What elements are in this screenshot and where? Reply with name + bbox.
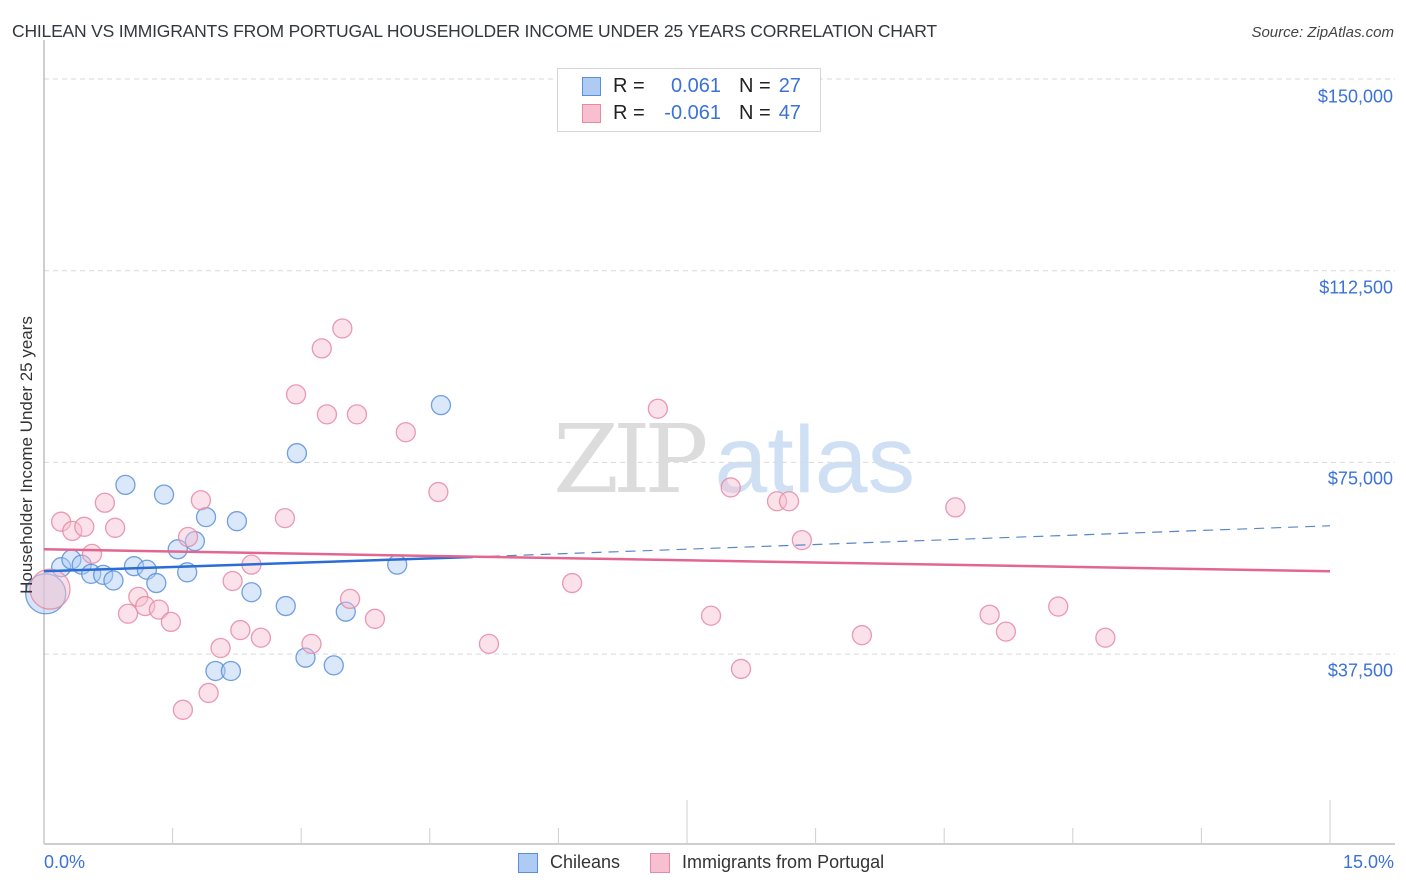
portugal-data-point: [766, 491, 788, 512]
legend-n-label: N =: [739, 101, 771, 124]
portugal-data-point: [117, 603, 139, 624]
portugal-data-point: [346, 404, 368, 425]
portugal-data-point: [230, 619, 251, 641]
portugal-data-point: [979, 604, 1000, 625]
chilean-data-point: [220, 660, 242, 682]
y-tick-37500: $37,500: [1327, 660, 1393, 681]
series-legend: Chileans Immigrants from Portugal: [518, 852, 914, 873]
portugal-data-point: [700, 605, 722, 626]
legend-r-label: R =: [613, 74, 645, 97]
legend-swatch-blue: [582, 76, 601, 96]
portugal-data-point: [561, 572, 583, 594]
portugal-data-point: [94, 492, 116, 513]
legend-n-label: N =: [739, 74, 771, 97]
portugal-data-point: [29, 568, 71, 610]
chilean-data-point: [430, 394, 452, 416]
portugal-data-point: [995, 621, 1017, 642]
y-axis-label: Householder Income Under 25 years: [17, 316, 36, 594]
legend-swatch-blue: [518, 852, 538, 873]
legend-swatch-pink: [582, 103, 601, 123]
legend-swatch-pink: [650, 852, 671, 873]
chilean-data-point: [205, 660, 226, 682]
portugal-data-point: [1095, 627, 1116, 648]
legend-n-value: 47: [778, 101, 801, 124]
chilean-trend-line: [43, 555, 473, 573]
portugal-data-point: [364, 608, 386, 629]
y-tick-75000: $75,000: [1327, 468, 1393, 489]
chilean-data-point: [275, 595, 296, 617]
chilean-data-point: [115, 474, 136, 496]
chilean-data-point: [226, 511, 248, 532]
correlation-legend: R = 0.061 N = 27 R = -0.061 N = 47: [557, 68, 821, 132]
portugal-data-point: [210, 637, 231, 659]
legend-r-value: -0.061: [664, 101, 721, 124]
portugal-data-point: [720, 477, 741, 498]
portugal-data-point: [316, 404, 338, 425]
portugal-data-point: [285, 384, 307, 405]
legend-r-value: 0.061: [670, 74, 721, 97]
legend-row-portugal: R = -0.061 N = 47: [582, 100, 801, 126]
watermark-zip: ZIP: [553, 405, 708, 515]
portugal-data-point: [851, 625, 873, 646]
portugal-data-point: [105, 517, 126, 538]
legend-label-portugal: Immigrants from Portugal: [682, 852, 885, 872]
chilean-data-point: [103, 570, 124, 591]
legend-label-chileans: Chileans: [550, 852, 621, 872]
zipatlas-watermark: ZIP atlas: [553, 405, 915, 515]
legend-item-portugal[interactable]: Immigrants from Portugal: [650, 852, 884, 873]
legend-n-value: 27: [778, 74, 801, 97]
y-tick-112500: $112,500: [1319, 277, 1393, 298]
legend-r-label: R =: [613, 101, 645, 124]
portugal-data-point: [222, 570, 243, 592]
chilean-data-point: [146, 572, 167, 594]
chart-title: CHILEAN VS IMMIGRANTS FROM PORTUGAL HOUS…: [12, 21, 937, 41]
portugal-data-point: [395, 422, 416, 443]
chilean-data-point: [241, 582, 262, 603]
legend-row-chileans: R = 0.061 N = 27: [582, 73, 801, 99]
portugal-data-point: [730, 658, 752, 680]
chilean-data-point: [153, 484, 175, 505]
portugal-data-point: [190, 490, 212, 511]
portugal-data-point: [778, 491, 800, 512]
portugal-data-point: [250, 627, 272, 648]
portugal-data-point: [647, 398, 669, 419]
chilean-data-point: [195, 506, 217, 528]
watermark-atlas: atlas: [714, 407, 916, 513]
portugal-data-point: [198, 682, 219, 704]
portugal-data-point: [160, 611, 182, 633]
portugal-data-point: [428, 481, 449, 503]
chilean-data-point: [387, 554, 408, 575]
portugal-data-point: [478, 633, 500, 655]
chilean-data-point: [335, 601, 356, 622]
series-portugal-points: [29, 318, 1116, 720]
portugal-data-point: [301, 633, 322, 655]
portugal-trend-line: [43, 548, 1331, 573]
axes: [43, 40, 1395, 845]
x-tick-15: 15.0%: [1342, 852, 1394, 872]
portugal-data-point: [81, 543, 103, 565]
portugal-data-point: [332, 318, 353, 339]
chilean-data-point: [123, 556, 145, 577]
portugal-data-point: [791, 529, 813, 551]
legend-item-chileans[interactable]: Chileans: [518, 852, 620, 873]
portugal-data-point: [148, 599, 170, 620]
trend-lines: [43, 525, 1331, 573]
portugal-data-point: [177, 526, 199, 548]
portugal-data-point: [274, 507, 296, 529]
portugal-data-point: [1048, 596, 1069, 617]
portugal-data-point: [62, 520, 83, 542]
portugal-data-point: [172, 699, 194, 720]
chilean-data-point: [286, 443, 308, 464]
portugal-data-point: [311, 338, 332, 359]
source-credit: Source: ZipAtlas.com: [1251, 24, 1394, 41]
portugal-data-point: [339, 588, 361, 610]
chilean-trend-extension: [472, 525, 1331, 558]
x-tick-0: 0.0%: [44, 852, 86, 872]
chilean-data-point: [323, 655, 344, 676]
portugal-data-point: [945, 497, 966, 518]
y-tick-150000: $150,000: [1317, 86, 1393, 107]
portugal-data-point: [74, 516, 95, 537]
